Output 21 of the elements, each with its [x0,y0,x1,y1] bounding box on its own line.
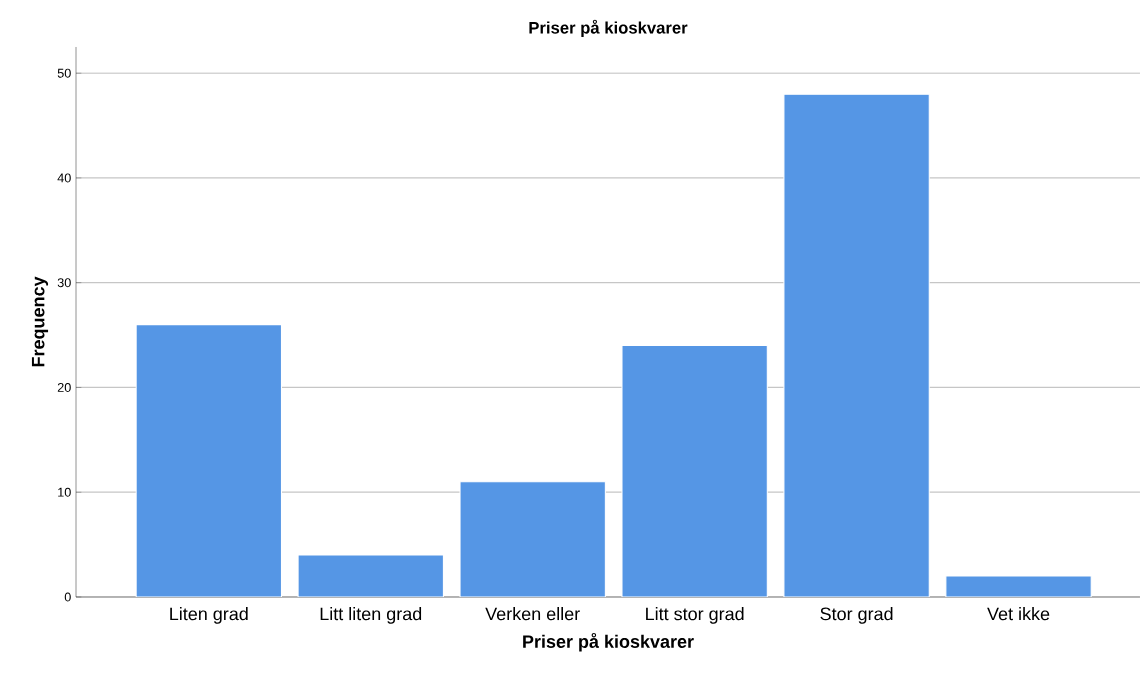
y-axis-title: Frequency [31,276,49,367]
y-tick-label: 20 [57,382,71,392]
bar [459,481,606,597]
y-tick-label: 30 [57,278,71,288]
y-tick-label: 50 [57,68,71,78]
bar [297,554,444,597]
x-tick-label: Vet ikke [987,607,1050,621]
x-tick-label: Liten grad [170,607,248,624]
y-tick-label: 40 [57,173,71,183]
bar [621,345,768,597]
x-tick-label: Litt liten grad [320,607,422,624]
y-tick-label: 10 [58,487,71,497]
bar [945,575,1092,597]
x-tick-label: Stor grad [820,607,893,624]
x-tick-label: Verken eller [485,607,580,621]
chart-title: Priser på kioskvarer [529,19,688,37]
bar [783,93,930,597]
bar [135,324,283,597]
y-tick-label: 0 [64,592,71,602]
x-tick-label: Litt stor grad [646,607,744,624]
x-axis-title: Priser på kioskvarer [523,632,694,652]
